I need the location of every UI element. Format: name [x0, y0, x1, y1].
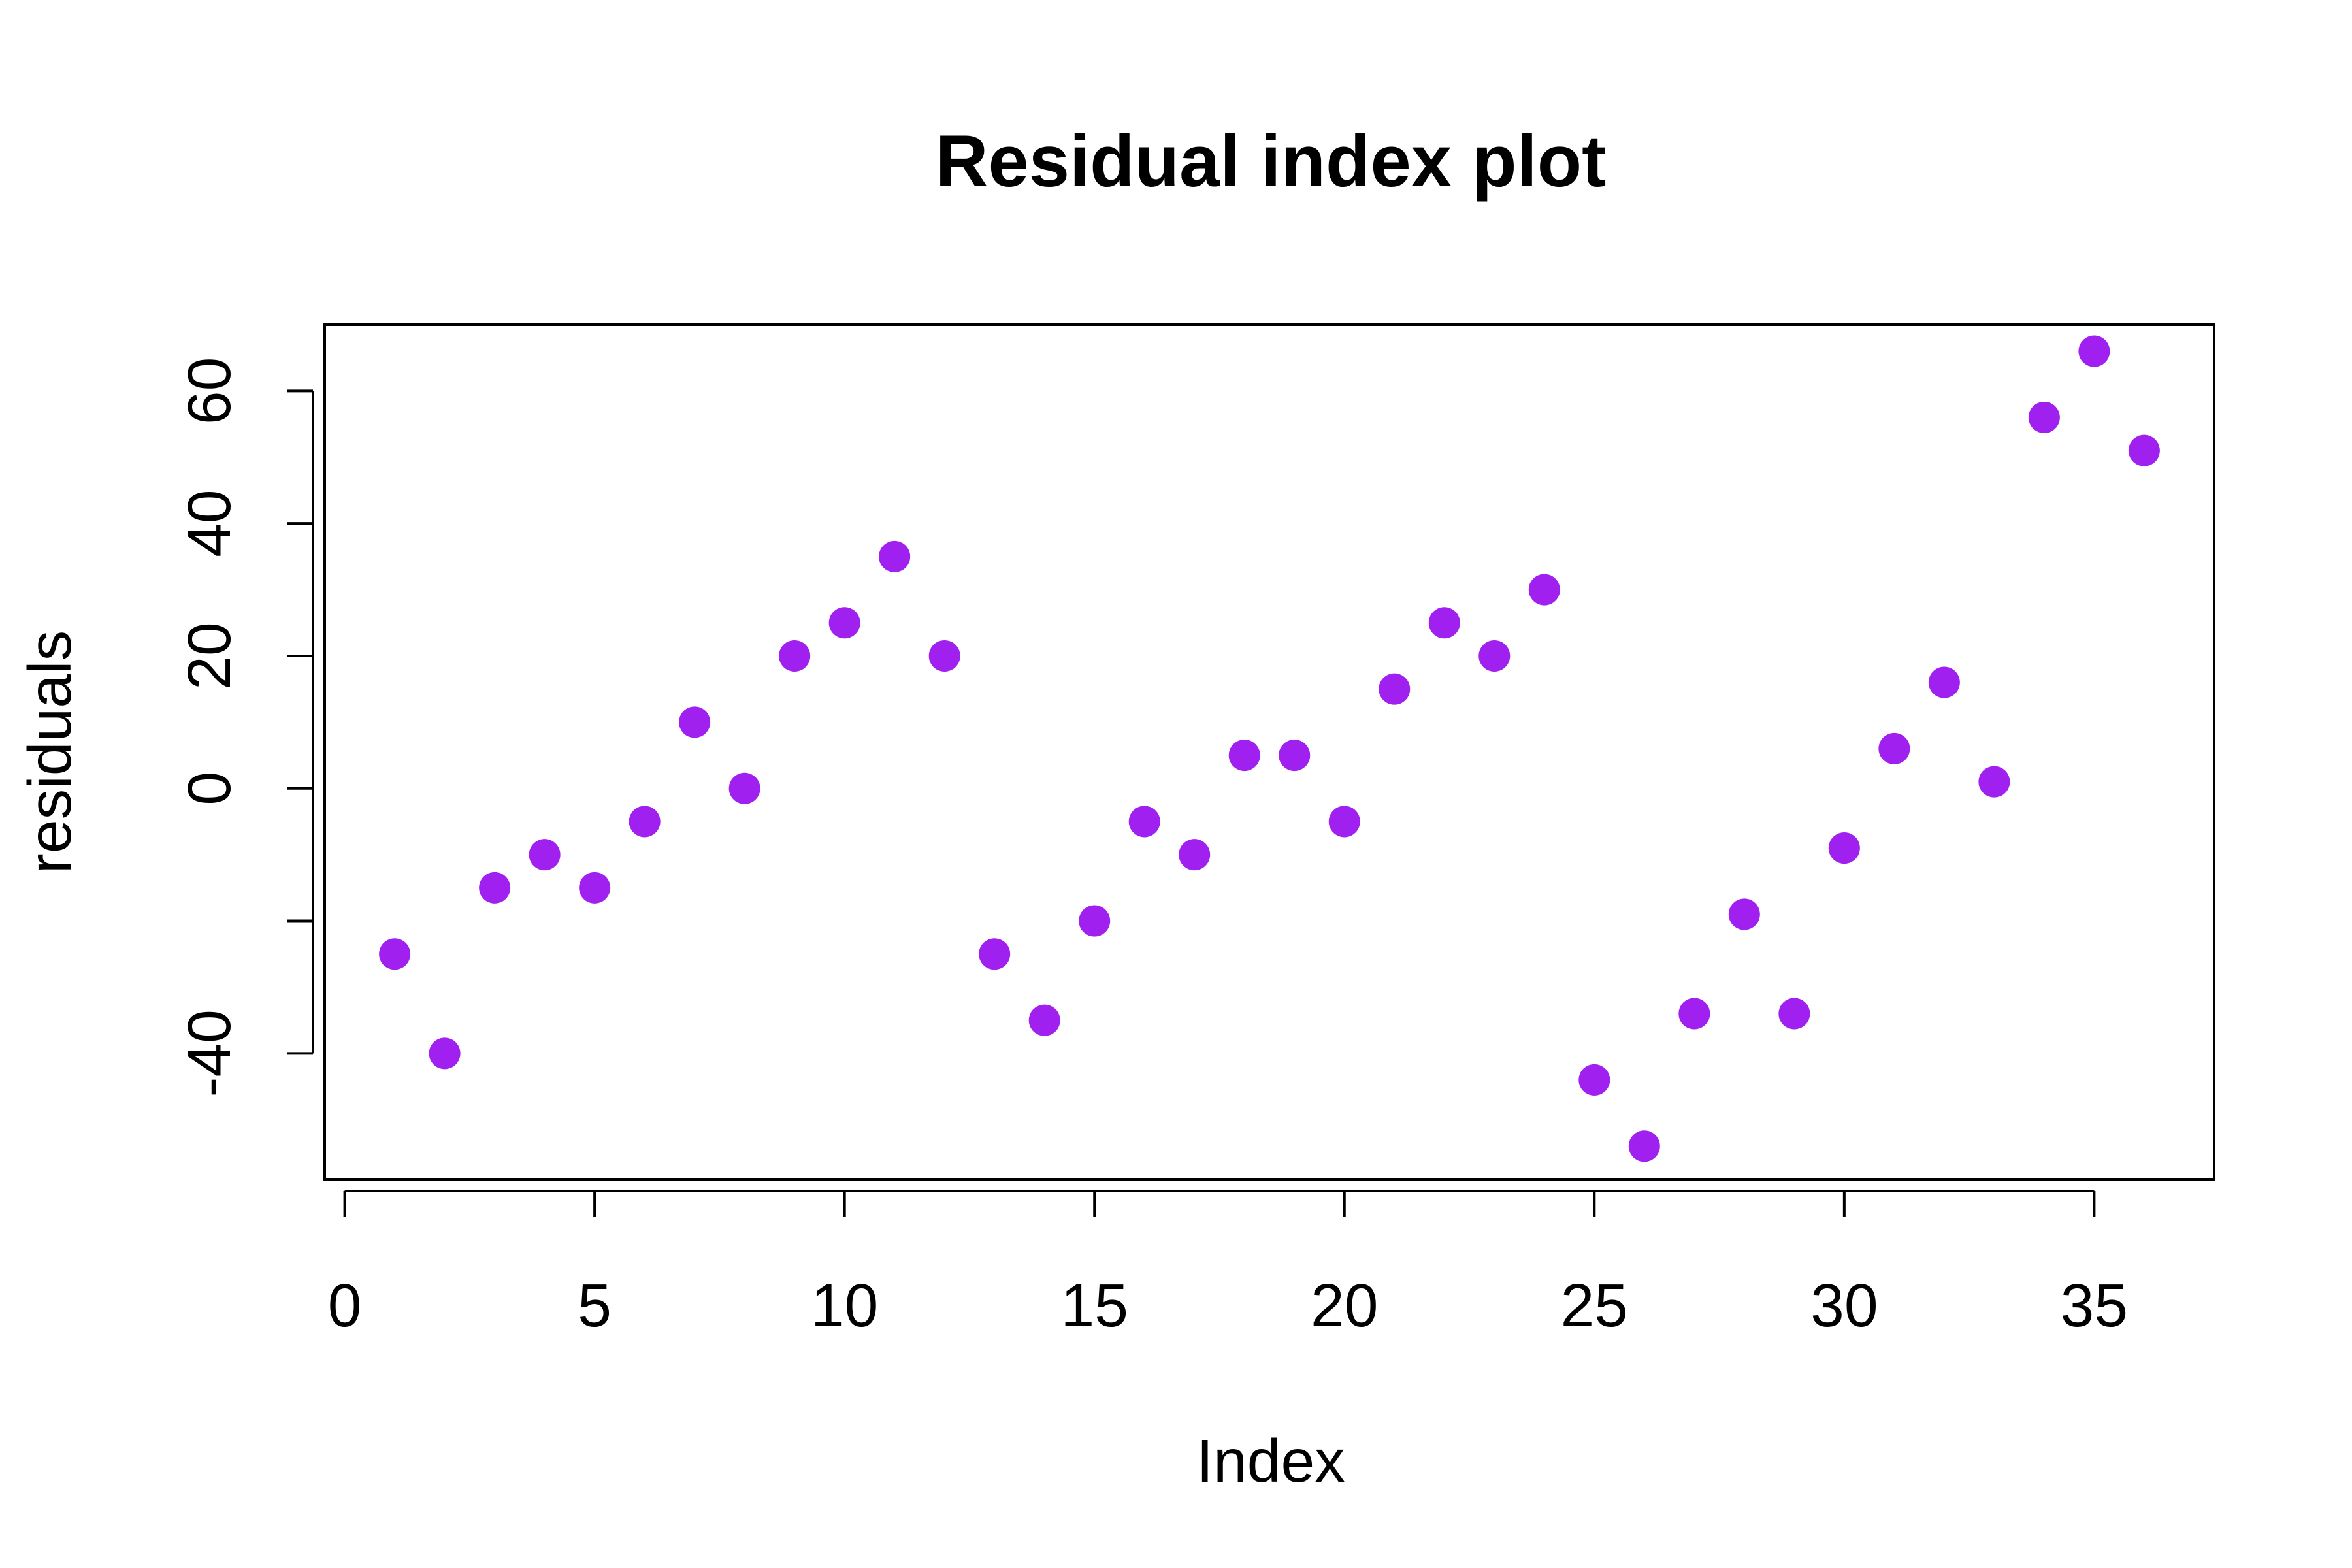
- x-tick-label: 5: [578, 1271, 612, 1339]
- y-axis-label: residuals: [16, 630, 84, 874]
- data-point: [1578, 1064, 1610, 1096]
- x-axis-label: Index: [1196, 1427, 1345, 1495]
- data-point: [479, 872, 511, 904]
- data-point: [1878, 732, 1910, 764]
- data-point: [1778, 998, 1810, 1030]
- data-point: [1179, 839, 1211, 871]
- data-point: [2128, 434, 2160, 466]
- data-point: [1628, 1130, 1660, 1162]
- data-point: [529, 839, 561, 871]
- data-point: [879, 540, 911, 572]
- data-point: [728, 772, 760, 804]
- x-tick-label: 35: [2061, 1271, 2128, 1339]
- data-point: [429, 1037, 461, 1070]
- y-tick-label: -40: [175, 1009, 243, 1097]
- data-point: [629, 806, 661, 838]
- data-point: [2078, 335, 2110, 367]
- data-point: [1978, 766, 2010, 798]
- y-tick-label: 20: [175, 622, 243, 689]
- data-point: [1428, 607, 1460, 639]
- data-point: [1528, 574, 1560, 606]
- chart-title: Residual index plot: [936, 120, 1607, 202]
- data-point: [1379, 673, 1411, 705]
- data-point: [928, 640, 960, 672]
- data-point: [1478, 640, 1511, 672]
- y-tick-label: 60: [175, 357, 243, 425]
- data-point: [379, 938, 411, 970]
- y-tick-label: 0: [175, 772, 243, 806]
- data-point: [1228, 740, 1260, 772]
- x-tick-label: 15: [1060, 1271, 1128, 1339]
- data-point: [1279, 740, 1311, 772]
- data-point: [679, 706, 711, 738]
- data-point: [1128, 806, 1160, 838]
- data-point: [979, 938, 1011, 970]
- data-point: [579, 872, 611, 904]
- data-point: [828, 607, 860, 639]
- data-point: [1928, 666, 1960, 698]
- x-tick-label: 30: [1810, 1271, 1878, 1339]
- data-point: [1328, 806, 1360, 838]
- x-tick-label: 25: [1561, 1271, 1628, 1339]
- x-axis: 0 5 10 15 20 25 30 35: [328, 1190, 2128, 1339]
- x-tick-label: 10: [811, 1271, 878, 1339]
- y-tick-label: 40: [175, 489, 243, 557]
- y-axis: -40 0 20 40 60: [175, 357, 314, 1098]
- x-tick-label: 0: [328, 1271, 362, 1339]
- plot-frame: [323, 323, 2215, 1181]
- data-point: [1728, 898, 1760, 930]
- data-points: [379, 335, 2160, 1162]
- data-point: [779, 640, 811, 672]
- data-point: [1028, 1004, 1060, 1036]
- data-point: [1828, 832, 1860, 864]
- x-tick-label: 20: [1311, 1271, 1378, 1339]
- data-point: [1678, 998, 1710, 1030]
- data-point: [2028, 401, 2060, 433]
- data-point: [1079, 905, 1111, 937]
